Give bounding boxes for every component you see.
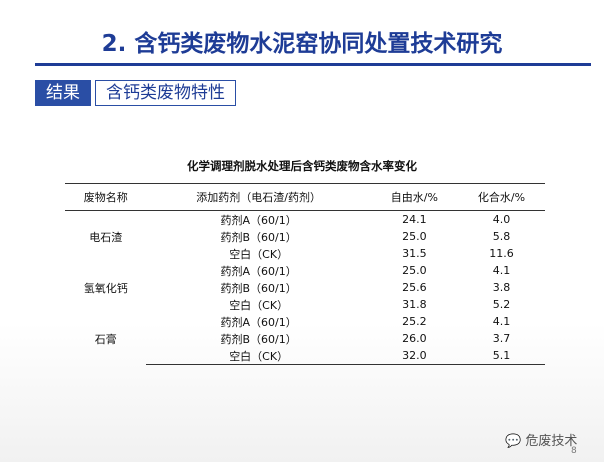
section-tag: 结果	[35, 80, 91, 106]
column-header: 添加药剂（电石渣/药剂）	[146, 183, 371, 211]
table-row: 氢氧化钙 药剂A（60/1） 25.0 4.1	[65, 262, 545, 295]
table-cell: 31.8	[402, 298, 427, 311]
table-cell: 4.1	[492, 315, 511, 328]
group-name: 氢氧化钙	[83, 281, 128, 295]
table-cell: 5.2	[492, 298, 511, 311]
data-table: 废物名称 添加药剂（电石渣/药剂） 自由水/% 化合水/% 电石渣 药剂A（60/1） 2…	[65, 183, 545, 365]
table-row: 电石渣 药剂A（60/1） 24.1 4.0	[65, 211, 545, 244]
table-cell: 11.6	[489, 247, 514, 260]
table-row: 药剂B（60/1） 26.0 3.7	[65, 330, 545, 347]
table-cell: 32.0	[370, 347, 458, 365]
table-cell: 25.6	[402, 281, 427, 294]
table-row: 空白（CK） 31.5 11.6	[65, 245, 545, 262]
table-cell: 药剂A（60/1）	[220, 264, 297, 278]
table-cell: 3.8	[492, 281, 511, 294]
table-caption: 化学调理剂脱水处理后含钙类废物含水率变化	[187, 159, 417, 173]
table-cell: 药剂B（60/1）	[220, 281, 297, 295]
table-cell: 药剂A（60/1）	[220, 213, 297, 227]
table-cell: 5.8	[492, 230, 511, 243]
table-cell: 药剂B（60/1）	[220, 332, 297, 346]
table-cell: 25.0	[402, 230, 427, 243]
table-cell: 25.2	[402, 315, 427, 328]
header-row: 废物名称 添加药剂（电石渣/药剂） 自由水/% 化合水/%	[65, 183, 545, 211]
table-cell: 26.0	[402, 332, 427, 345]
section-subject: 含钙类废物特性	[95, 80, 236, 106]
table-cell: 3.7	[492, 332, 511, 345]
watermark-text: 危废技术	[525, 434, 578, 449]
table-cell: 25.0	[402, 264, 427, 277]
column-header: 废物名称	[65, 183, 147, 211]
page-number: 8	[571, 446, 577, 456]
slide-title: 2. 含钙类废物水泥窑协同处置技术研究	[101, 31, 503, 57]
table-cell: 4.1	[492, 264, 511, 277]
watermark: 💬 危废技术	[505, 434, 578, 449]
table-row: 空白（CK） 32.0 5.1	[65, 347, 545, 365]
table-cell: 31.5	[402, 247, 427, 260]
table-cell: 24.1	[402, 213, 427, 226]
table-cell: 空白（CK）	[229, 298, 289, 312]
column-header: 化合水/%	[457, 183, 545, 211]
table-body: 电石渣 药剂A（60/1） 24.1 4.0 药剂B（60/1） 25.0 5.8 空白（CK…	[65, 211, 545, 365]
group-name: 电石渣	[89, 230, 123, 244]
table-row: 药剂B（60/1） 25.6 3.8	[65, 279, 545, 296]
table-cell: 药剂A（60/1）	[220, 315, 297, 329]
table-row: 石膏 药剂A（60/1） 25.2 4.1	[65, 313, 545, 346]
table-cell: 药剂B（60/1）	[220, 230, 297, 244]
table-row: 空白（CK） 31.8 5.2	[65, 296, 545, 313]
table-cell: 空白（CK）	[229, 247, 289, 261]
group-name: 石膏	[94, 332, 117, 346]
table-cell: 空白（CK）	[146, 347, 371, 365]
column-header: 自由水/%	[370, 183, 458, 211]
table-cell: 5.1	[457, 347, 545, 365]
title-rule	[35, 63, 591, 66]
table-row: 药剂B（60/1） 25.0 5.8	[65, 228, 545, 245]
table-cell: 4.0	[492, 213, 511, 226]
